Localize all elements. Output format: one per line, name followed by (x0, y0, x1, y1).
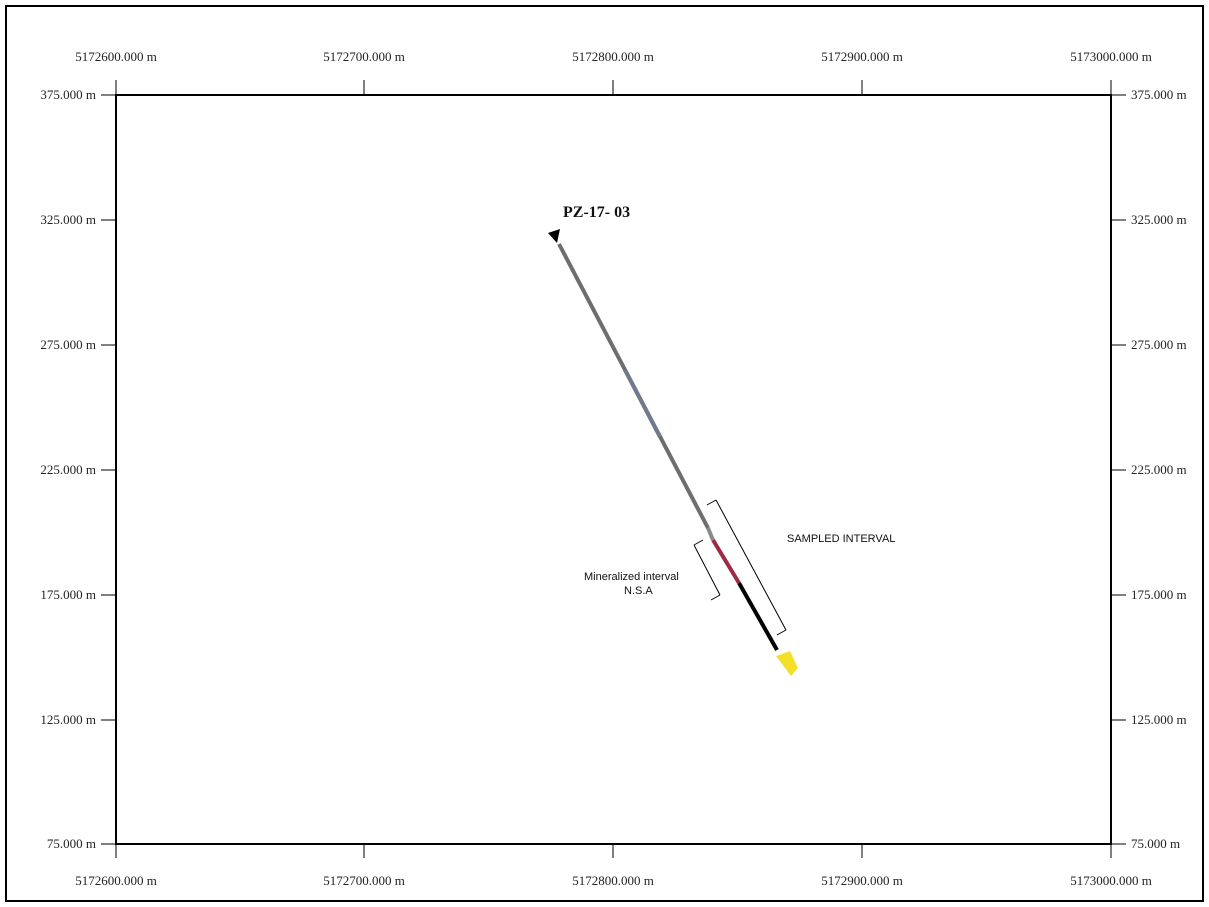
drill-trace-end-yellow (776, 651, 798, 676)
bottom-x-label: 5172900.000 m (821, 873, 903, 888)
bottom-x-label: 5172800.000 m (572, 873, 654, 888)
left-y-label: 325.000 m (40, 212, 96, 227)
top-x-label: 5172600.000 m (75, 49, 157, 64)
nsa-label: N.S.A (624, 585, 653, 597)
left-axis-ticks (101, 94, 116, 845)
right-y-label: 75.000 m (1131, 836, 1180, 851)
mineralized-interval-label: Mineralized interval (584, 571, 679, 583)
sampled-interval-bracket (706, 499, 787, 636)
bottom-x-label: 5173000.000 m (1070, 873, 1152, 888)
right-y-label: 175.000 m (1131, 587, 1187, 602)
hole-id-label: PZ-17- 03 (563, 204, 630, 221)
top-x-label: 5172800.000 m (572, 49, 654, 64)
right-y-label: 275.000 m (1131, 337, 1187, 352)
left-y-label: 275.000 m (40, 337, 96, 352)
plot-area (115, 94, 1112, 845)
right-axis-ticks (1111, 94, 1126, 845)
mineralized-interval-bracket (693, 539, 721, 601)
bottom-x-label: 5172700.000 m (323, 873, 405, 888)
drill-trace-sampled-black (737, 582, 779, 651)
right-y-label: 325.000 m (1131, 212, 1187, 227)
left-y-label: 125.000 m (40, 712, 96, 727)
right-y-label: 225.000 m (1131, 462, 1187, 477)
top-x-label: 5172900.000 m (821, 49, 903, 64)
right-y-label: 375.000 m (1131, 87, 1187, 102)
top-x-label: 5172700.000 m (323, 49, 405, 64)
drill-trace-unsampled-highlight (623, 369, 662, 438)
bottom-x-label: 5172600.000 m (75, 873, 157, 888)
top-x-label: 5173000.000 m (1070, 49, 1152, 64)
left-y-label: 375.000 m (40, 87, 96, 102)
bottom-axis-ticks (115, 844, 1112, 858)
collar-marker-icon (548, 229, 560, 243)
right-y-label: 125.000 m (1131, 712, 1187, 727)
drill-trace-sampled-grey (706, 527, 715, 541)
left-y-label: 225.000 m (40, 462, 96, 477)
left-y-label: 175.000 m (40, 587, 96, 602)
top-axis-ticks (115, 80, 1112, 95)
left-y-label: 75.000 m (47, 836, 96, 851)
drill-trace-mineralized (711, 538, 741, 585)
sampled-interval-label: SAMPLED INTERVAL (787, 533, 895, 545)
